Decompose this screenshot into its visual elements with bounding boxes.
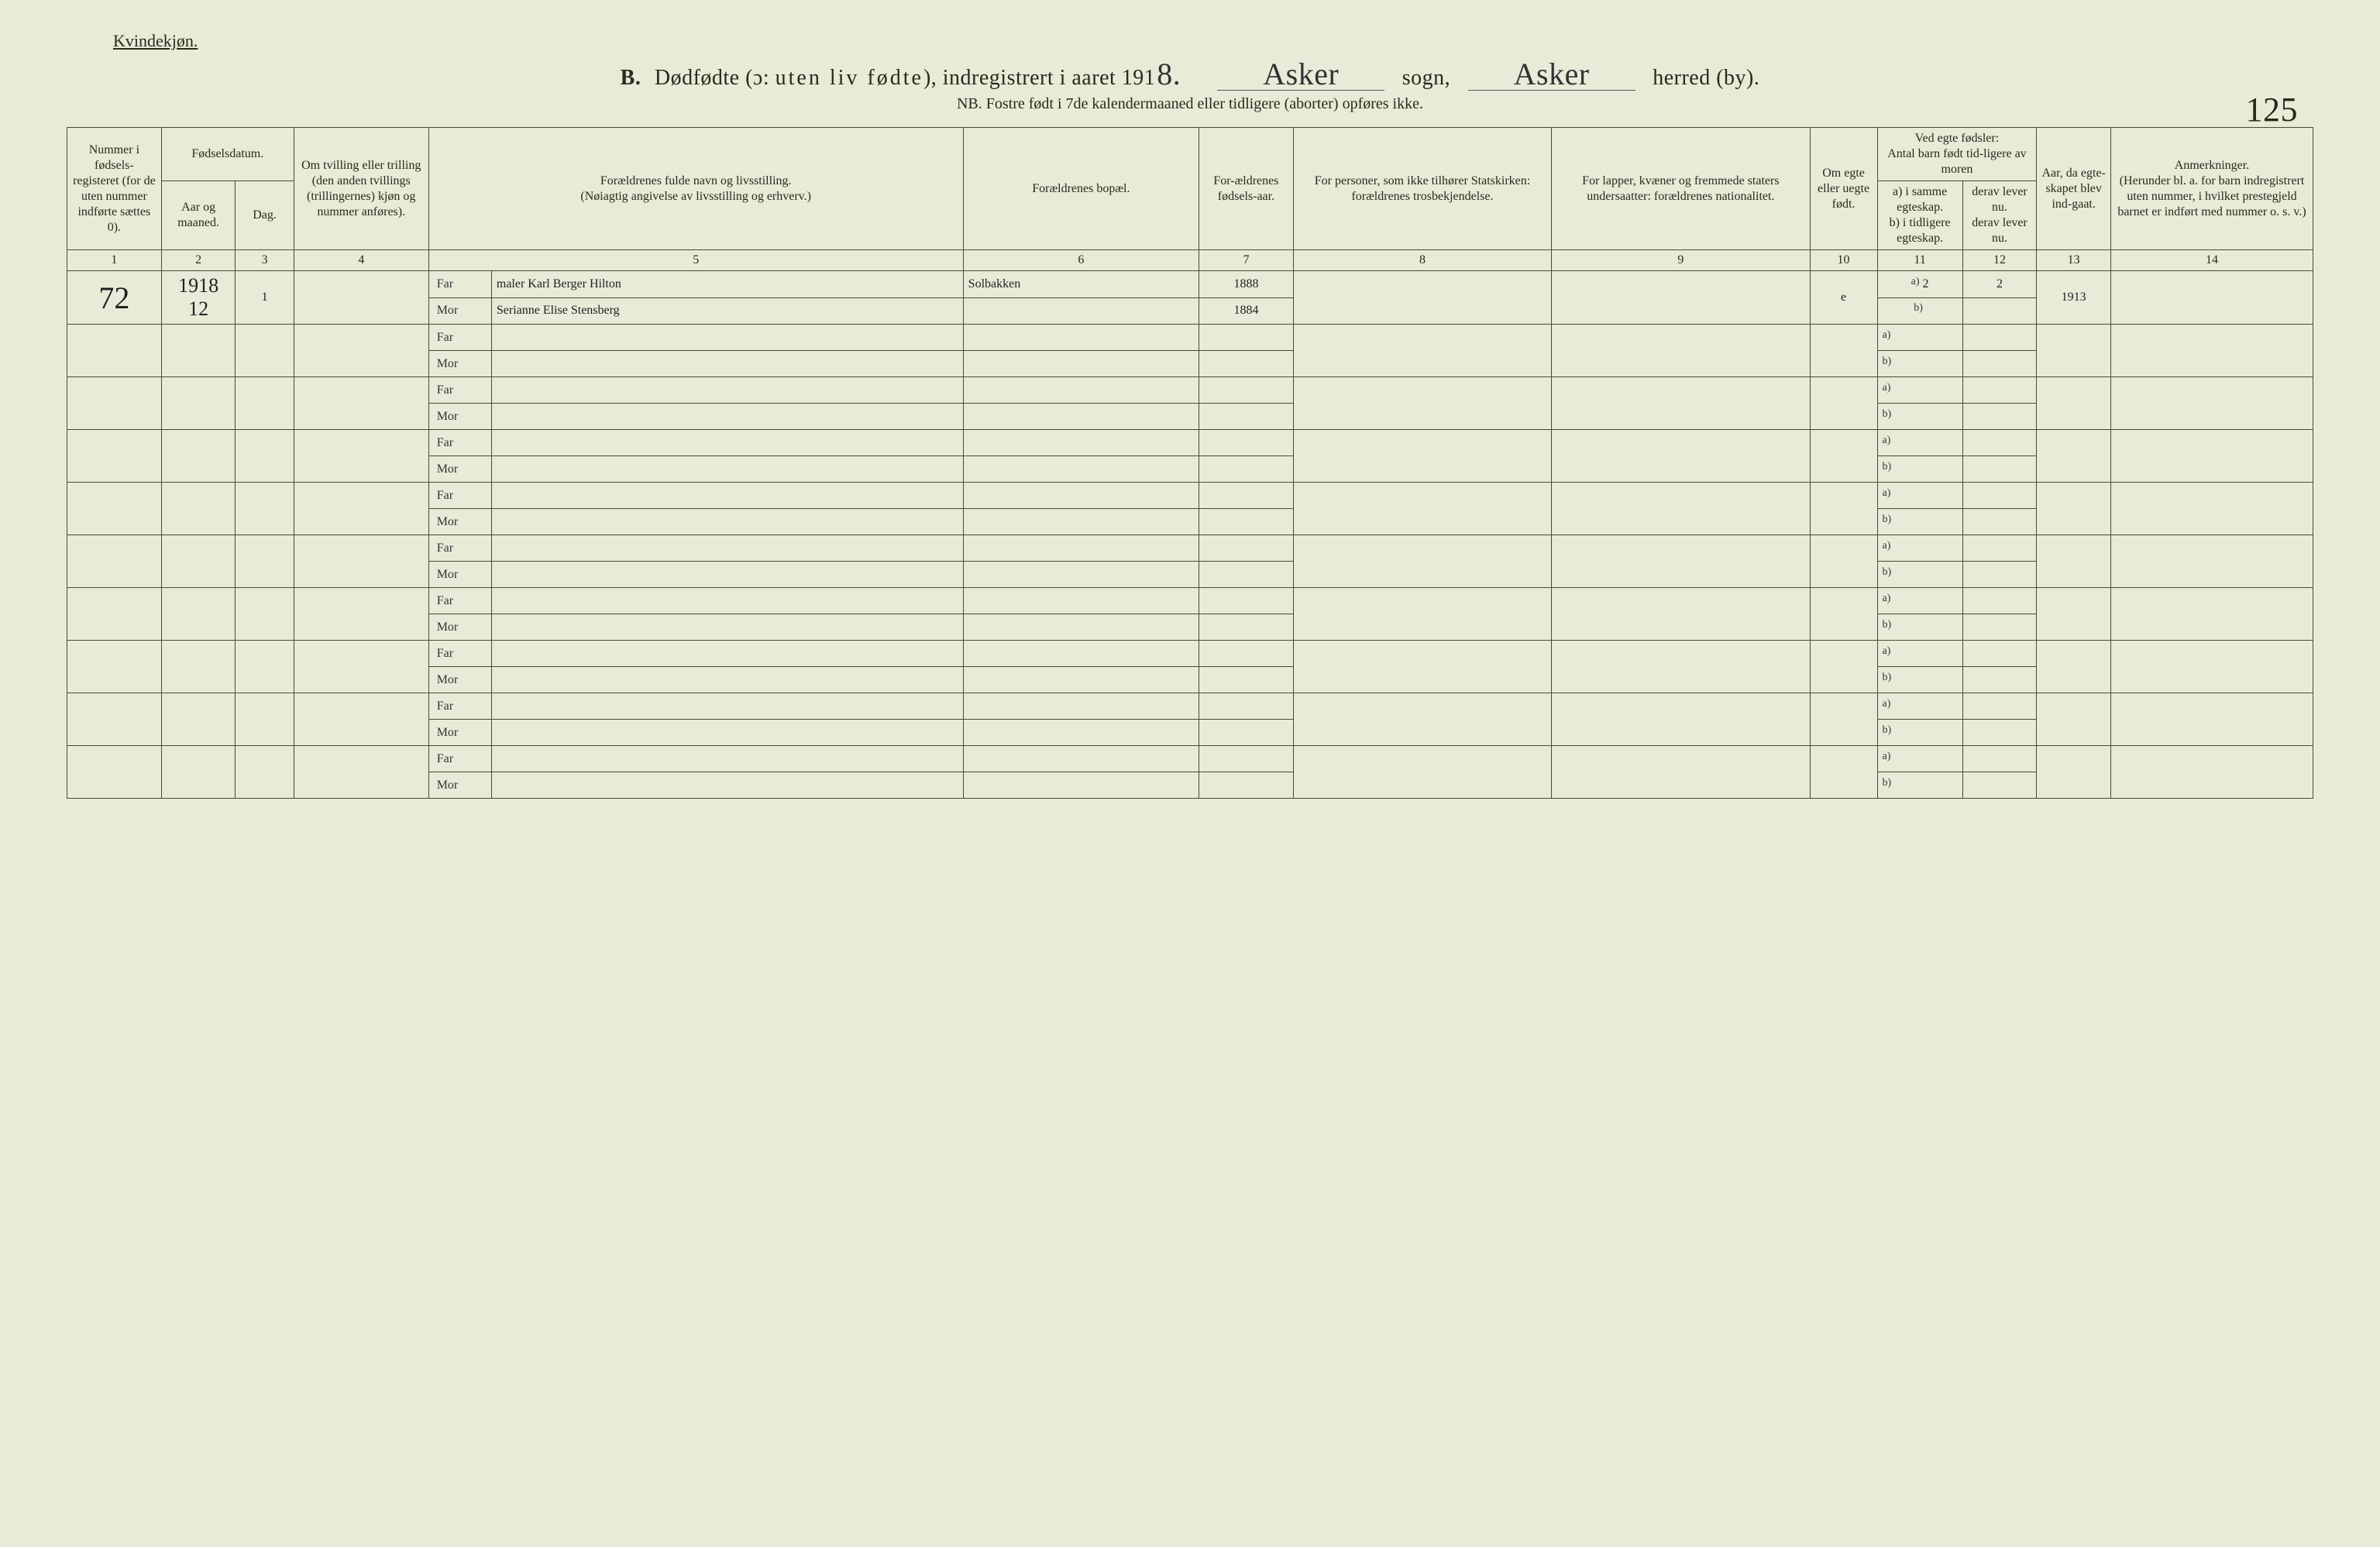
mor-label: Mor	[434, 462, 471, 476]
district-name: Asker	[1468, 59, 1635, 91]
coln-8: 8	[1293, 250, 1551, 271]
far-label: Far	[434, 489, 471, 503]
mor-label: Mor	[434, 726, 471, 740]
gender-heading: Kvindekjøn.	[113, 31, 2313, 51]
mor-label: Mor	[434, 568, 471, 582]
far-label: Far	[434, 700, 471, 713]
blank-row-far: Far	[67, 746, 2313, 772]
far-label: Far	[434, 277, 471, 291]
col-14-head: Anmerkninger. (Herunder bl. a. for barn …	[2111, 128, 2313, 250]
parish-name: Asker	[1217, 59, 1384, 91]
mor-label: Mor	[434, 673, 471, 687]
coln-13: 13	[2037, 250, 2111, 271]
entry-far-text: maler Karl Berger Hilton	[491, 271, 963, 298]
coln-6: 6	[963, 250, 1199, 271]
coln-11: 11	[1877, 250, 1962, 271]
mor-label: Mor	[434, 357, 471, 371]
entry-c9	[1552, 271, 1810, 325]
entry-far-year: 1888	[1199, 271, 1294, 298]
col-23-head: Fødselsdatum.	[161, 128, 294, 181]
col-12-head: derav lever nu. derav lever nu.	[1962, 181, 2037, 250]
coln-1: 1	[67, 250, 162, 271]
coln-10: 10	[1810, 250, 1877, 271]
blank-row-far: Far	[67, 430, 2313, 456]
col-5-head: Forældrenes fulde navn og livsstilling. …	[428, 128, 963, 250]
title-main: Dødfødte (ɔ:	[655, 66, 776, 90]
entry-bopel: Solbakken	[963, 271, 1199, 298]
nb-line: NB. Fostre født i 7de kalendermaaned ell…	[67, 95, 2313, 113]
col-7-head: For-ældrenes fødsels-aar.	[1199, 128, 1294, 250]
blank-row-far: Far	[67, 641, 2313, 667]
coln-5: 5	[428, 250, 963, 271]
far-label: Far	[434, 647, 471, 661]
entry-egte: e	[1810, 271, 1877, 325]
coln-12: 12	[1962, 250, 2037, 271]
col-11-head: a) i samme egteskap. b) i tidligere egte…	[1877, 181, 1962, 250]
col-8-head: For personer, som ikke tilhører Statskir…	[1293, 128, 1551, 250]
mor-label: Mor	[434, 779, 471, 792]
blank-row-far: Far	[67, 588, 2313, 614]
entry-c8	[1293, 271, 1551, 325]
blank-row-far: Far	[67, 377, 2313, 404]
title-spaced: uten liv fødte	[776, 66, 923, 90]
entry-c12b	[1962, 297, 2037, 325]
title-line: B. Dødfødte (ɔ: uten liv fødte), indregi…	[67, 59, 2313, 91]
far-label: Far	[434, 752, 471, 766]
entry-yearmonth: 1918 12	[161, 271, 236, 325]
far-label: Far	[434, 383, 471, 397]
entry-bopel-mor	[963, 297, 1199, 325]
coln-2: 2	[161, 250, 236, 271]
year-suffix: 8.	[1155, 59, 1182, 90]
entry-day: 1	[236, 271, 294, 325]
far-label: Far	[434, 541, 471, 555]
col-10-head: Om egte eller uegte født.	[1810, 128, 1877, 250]
entry-c11b	[1877, 297, 1962, 325]
register-table: Nummer i fødsels-registeret (for de uten…	[67, 127, 2313, 799]
coln-4: 4	[294, 250, 428, 271]
blank-row-far: Far	[67, 325, 2313, 351]
blank-row-far: Far	[67, 693, 2313, 720]
blank-row-far: Far	[67, 535, 2313, 562]
col-1-head: Nummer i fødsels-registeret (for de uten…	[67, 128, 162, 250]
col-2-head: Aar og maaned.	[161, 181, 236, 250]
title-tail: ), indregistrert i aaret 191	[923, 66, 1155, 90]
entry-num: 72	[67, 271, 162, 325]
entry-c11a: 2	[1877, 271, 1962, 298]
blank-row-far: Far	[67, 483, 2313, 509]
entry-row-far: 72 1918 12 1 Far maler Karl Berger Hilto…	[67, 271, 2313, 298]
coln-7: 7	[1199, 250, 1294, 271]
entry-c12a: 2	[1962, 271, 2037, 298]
mor-label: Mor	[434, 304, 471, 318]
coln-9: 9	[1552, 250, 1810, 271]
col-1112-head: Ved egte fødsler: Antal barn født tid-li…	[1877, 128, 2037, 181]
col-6-head: Forældrenes bopæl.	[963, 128, 1199, 250]
mor-label: Mor	[434, 621, 471, 634]
col-3-head: Dag.	[236, 181, 294, 250]
mor-label: Mor	[434, 515, 471, 529]
entry-c14	[2111, 271, 2313, 325]
entry-mor-year: 1884	[1199, 297, 1294, 325]
herred-label: herred (by).	[1653, 66, 1759, 90]
entry-c13: 1913	[2037, 271, 2111, 325]
col-13-head: Aar, da egte-skapet blev ind-gaat.	[2037, 128, 2111, 250]
title-b: B.	[621, 66, 641, 90]
coln-3: 3	[236, 250, 294, 271]
page-number: 125	[2246, 90, 2299, 129]
entry-c4	[294, 271, 428, 325]
far-label: Far	[434, 436, 471, 450]
sogn-label: sogn,	[1402, 66, 1450, 90]
far-label: Far	[434, 331, 471, 345]
col-9-head: For lapper, kvæner og fremmede staters u…	[1552, 128, 1810, 250]
far-label: Far	[434, 594, 471, 608]
coln-14: 14	[2111, 250, 2313, 271]
mor-label: Mor	[434, 410, 471, 424]
col-4-head: Om tvilling eller trilling (den anden tv…	[294, 128, 428, 250]
entry-mor-text: Serianne Elise Stensberg	[491, 297, 963, 325]
